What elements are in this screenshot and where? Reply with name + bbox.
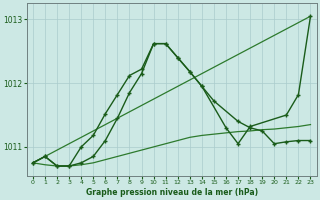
- X-axis label: Graphe pression niveau de la mer (hPa): Graphe pression niveau de la mer (hPa): [86, 188, 258, 197]
